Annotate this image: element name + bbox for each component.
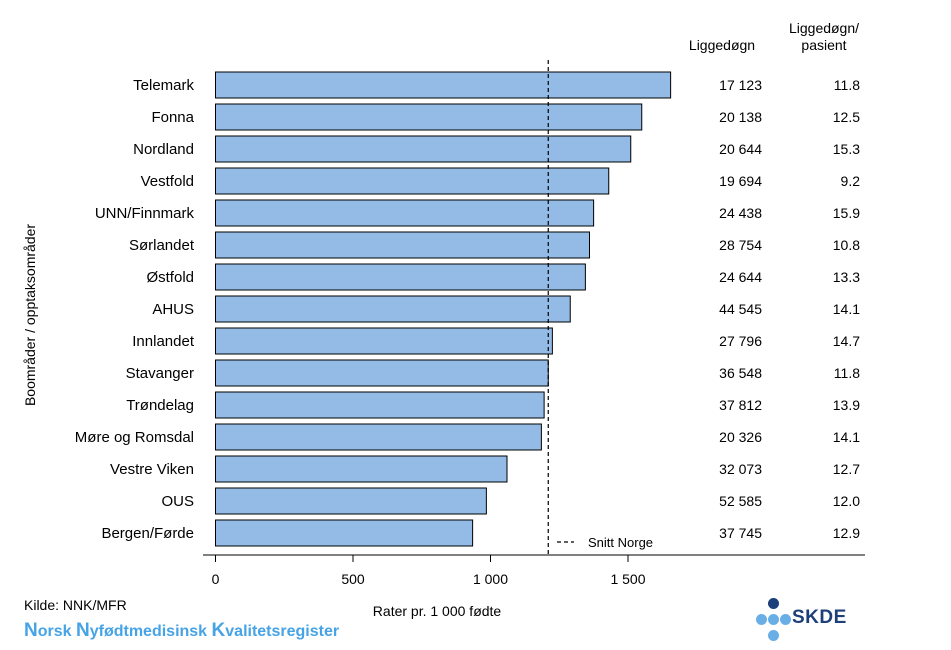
bar (215, 71, 672, 99)
liggedogn-per-pasient-value: 12.5 (833, 109, 860, 125)
category-label: Østfold (146, 269, 194, 286)
liggedogn-value: 37 812 (719, 397, 762, 413)
liggedogn-value: 28 754 (719, 237, 762, 253)
liggedogn-value: 36 548 (719, 365, 762, 381)
x-tick-label: 0 (212, 571, 220, 587)
liggedogn-per-pasient-value: 12.7 (833, 461, 860, 477)
liggedogn-value: 32 073 (719, 461, 762, 477)
bar (215, 519, 474, 547)
liggedogn-value: 19 694 (719, 173, 762, 189)
bar (215, 423, 542, 451)
bar (215, 103, 643, 131)
register-word-3: valitetsregister (225, 623, 340, 640)
bar (215, 231, 590, 259)
column-header-liggedogn-per-pasient: Liggedøgn/ pasient (770, 20, 878, 54)
column-header-line2: pasient (801, 37, 847, 53)
liggedogn-value: 52 585 (719, 493, 762, 509)
liggedogn-per-pasient-value: 12.0 (833, 493, 860, 509)
liggedogn-value: 20 326 (719, 429, 762, 445)
liggedogn-value: 44 545 (719, 301, 762, 317)
register-initial-1: N (24, 620, 38, 641)
column-header-line1: Liggedøgn/ (788, 20, 860, 36)
legend-label-reference: Snitt Norge (588, 535, 653, 550)
liggedogn-value: 20 138 (719, 109, 762, 125)
y-axis-label: Boområder / opptaksområder (22, 224, 38, 406)
logo-dot-left (756, 614, 767, 625)
bar (215, 487, 487, 515)
liggedogn-per-pasient-value: 14.1 (833, 429, 860, 445)
logo-dot-bottom (768, 630, 779, 641)
x-tick-label: 500 (341, 571, 365, 587)
liggedogn-per-pasient-value: 15.9 (833, 205, 860, 221)
liggedogn-per-pasient-value: 11.8 (834, 365, 860, 381)
liggedogn-per-pasient-value: 14.1 (833, 301, 860, 317)
skde-logo: SKDE (752, 597, 872, 642)
liggedogn-value: 27 796 (719, 333, 762, 349)
bar (215, 199, 595, 227)
liggedogn-per-pasient-value: 12.9 (833, 525, 860, 541)
liggedogn-per-pasient-value: 14.7 (833, 333, 860, 349)
category-label: Bergen/Førde (101, 525, 194, 542)
logo-dot-top (768, 598, 779, 609)
liggedogn-value: 24 438 (719, 205, 762, 221)
liggedogn-per-pasient-value: 11.8 (834, 77, 860, 93)
bar (215, 167, 610, 195)
liggedogn-per-pasient-value: 13.3 (833, 269, 860, 285)
x-tick-label: 1 000 (473, 571, 508, 587)
category-label: UNN/Finnmark (95, 205, 195, 222)
register-word-1: orsk (37, 623, 76, 640)
liggedogn-value: 17 123 (719, 77, 762, 93)
bar (215, 455, 508, 483)
x-tick-label: 1 500 (610, 571, 645, 587)
register-initial-2: N (75, 620, 90, 641)
liggedogn-per-pasient-value: 9.2 (841, 173, 861, 189)
category-label: Trøndelag (126, 397, 194, 414)
source-note: Kilde: NNK/MFR (24, 597, 127, 613)
category-label: Vestre Viken (110, 461, 194, 478)
category-label: Nordland (133, 141, 194, 158)
category-label: Stavanger (126, 365, 194, 382)
liggedogn-value: 37 745 (719, 525, 762, 541)
liggedogn-per-pasient-value: 13.9 (833, 397, 860, 413)
bar (215, 359, 549, 387)
bar (215, 295, 571, 323)
category-label: AHUS (152, 301, 194, 318)
category-label: Innlandet (132, 333, 195, 350)
category-label: Sørlandet (129, 237, 195, 254)
logo-dot-center (768, 614, 779, 625)
category-label: OUS (161, 493, 194, 510)
category-label: Fonna (151, 109, 194, 126)
category-label: Telemark (133, 77, 194, 94)
logo-text: SKDE (792, 607, 847, 628)
x-axis-label: Rater pr. 1 000 fødte (373, 603, 502, 619)
liggedogn-value: 24 644 (719, 269, 762, 285)
liggedogn-value: 20 644 (719, 141, 762, 157)
column-header-liggedogn: Liggedøgn (688, 37, 756, 53)
bar (215, 135, 632, 163)
liggedogn-per-pasient-value: 10.8 (833, 237, 860, 253)
logo-dot-right (780, 614, 791, 625)
category-label: Vestfold (141, 173, 194, 190)
register-initial-3: K (211, 620, 226, 641)
bar (215, 391, 545, 419)
register-word-2: yfødtmedisinsk (89, 623, 212, 640)
bar (215, 327, 553, 355)
register-name: Norsk Nyfødtmedisinsk Kvalitetsregister (24, 620, 339, 642)
liggedogn-per-pasient-value: 15.3 (833, 141, 860, 157)
bar (215, 263, 586, 291)
category-label: Møre og Romsdal (75, 429, 194, 446)
